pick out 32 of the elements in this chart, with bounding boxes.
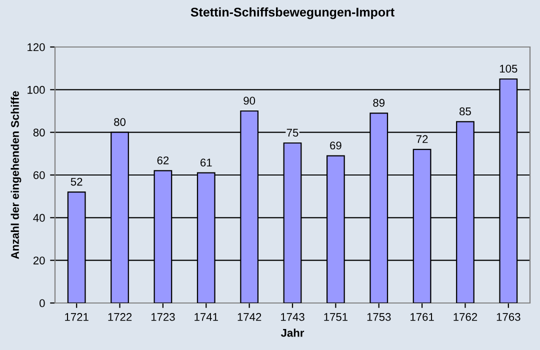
data-label: 80 bbox=[114, 118, 126, 126]
x-tick-label: 1761 bbox=[410, 313, 434, 321]
data-label: 89 bbox=[373, 98, 385, 107]
y-tick-label: 0 bbox=[40, 299, 45, 308]
data-label: 75 bbox=[286, 128, 298, 137]
data-label: 90 bbox=[244, 96, 256, 105]
data-label: 105 bbox=[500, 64, 518, 73]
x-tick-label: 1762 bbox=[454, 313, 478, 321]
x-tick-label: 1763 bbox=[496, 313, 520, 321]
data-label: 72 bbox=[416, 135, 428, 143]
x-tick-label: 1741 bbox=[194, 313, 218, 321]
x-tick-label: 1722 bbox=[108, 313, 132, 321]
data-label: 85 bbox=[460, 107, 471, 116]
x-tick-label: 1751 bbox=[324, 313, 348, 321]
x-axis-title: Jahr bbox=[280, 328, 304, 337]
y-tick-label: 60 bbox=[33, 171, 45, 180]
y-tick-label: 40 bbox=[33, 214, 45, 222]
x-tick-label: 1721 bbox=[65, 313, 88, 321]
data-label: 69 bbox=[330, 142, 342, 150]
x-tick-label: 1723 bbox=[151, 313, 175, 321]
data-label: 62 bbox=[157, 156, 169, 164]
y-tick-label: 20 bbox=[33, 256, 45, 264]
y-tick-label: 120 bbox=[28, 43, 45, 52]
y-tick-label: 80 bbox=[33, 128, 45, 136]
x-tick-label: 1753 bbox=[367, 313, 391, 321]
chart-title: Stettin-Schiffsbewegungen-Import bbox=[190, 7, 394, 20]
data-label: 61 bbox=[200, 158, 212, 167]
x-tick-label: 1742 bbox=[238, 313, 262, 321]
x-tick-label: 1743 bbox=[280, 313, 304, 321]
data-label: 52 bbox=[70, 178, 82, 186]
y-axis-title: Anzahl der eingehenden Schiffe bbox=[10, 91, 22, 259]
y-tick-label: 100 bbox=[28, 86, 45, 94]
